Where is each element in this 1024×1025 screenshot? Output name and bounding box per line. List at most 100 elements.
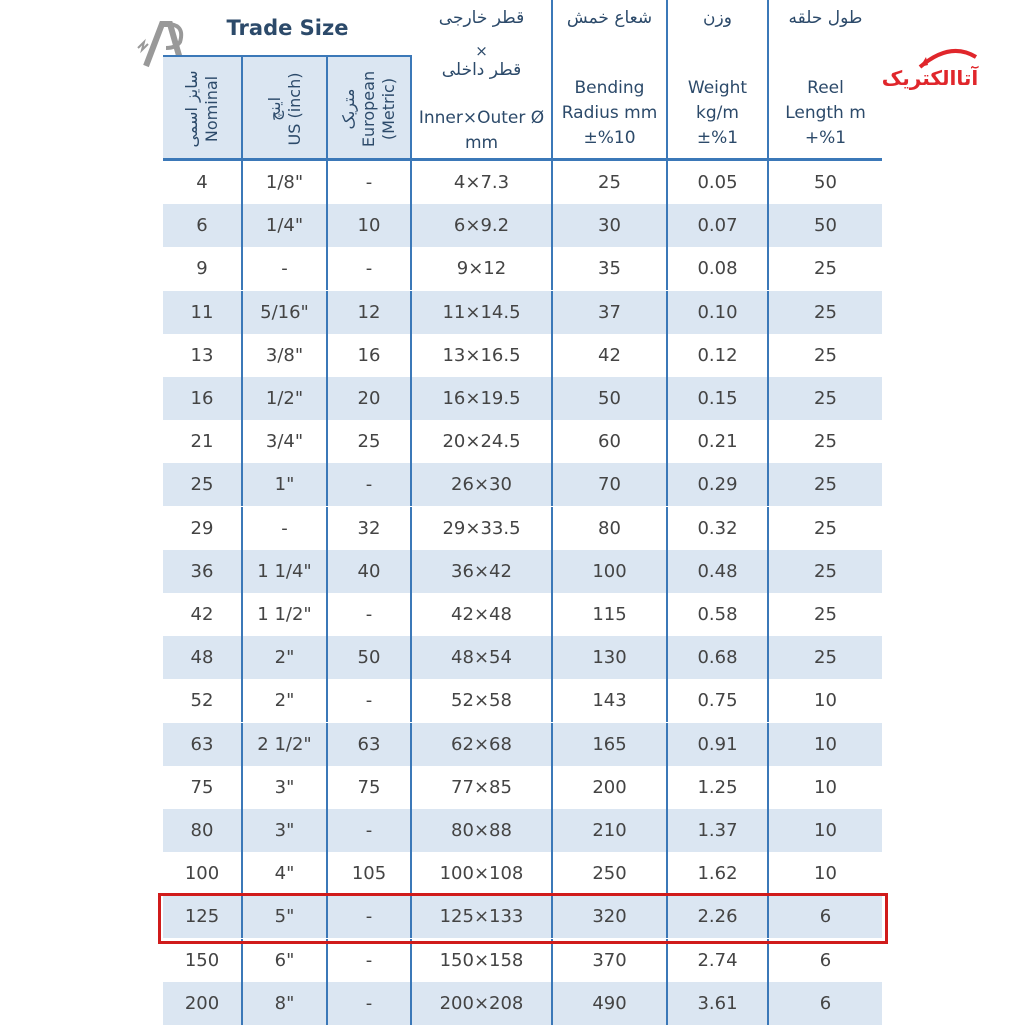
cell-european-size: 50 [328, 636, 412, 680]
cell-european-size: - [328, 809, 412, 852]
cell-reel-length: 10 [814, 863, 837, 885]
cell-reel-length: 10 [814, 733, 837, 755]
reel-unit: Length m [785, 103, 866, 123]
table-row: 25 1" -26×30 70 0.29 25 [163, 463, 882, 507]
cell-weight: 0.21 [668, 420, 769, 464]
header-divider [163, 158, 882, 161]
cell-reel-length: 25 [814, 431, 837, 453]
cell-nominal: 52 [163, 679, 243, 723]
cell-bending-radius: 35 [553, 247, 668, 291]
cell-reel-length: 6 [819, 949, 832, 971]
cell-us-size: 3/8" [243, 333, 328, 377]
bending-en: Bending [574, 78, 645, 98]
european-en: European [359, 70, 378, 147]
us-en: US (inch) [284, 72, 304, 145]
table-row: 75 3" 75 77×85 200 1.25 10 [163, 765, 882, 809]
cell-bending-radius: 200 [553, 765, 668, 809]
cell-inner-outer: 80×88 [412, 809, 553, 852]
cell-reel-length: 25 [814, 604, 837, 625]
nominal-en: Nominal [202, 75, 221, 142]
cell-inner-outer: 200×208 [412, 981, 553, 1025]
cell-us-size: 3/4" [243, 420, 328, 464]
cell-european-size: - [328, 895, 412, 939]
cell-bending-radius: 490 [553, 981, 668, 1025]
cell-european-size: - [328, 161, 412, 204]
diameter-en: Inner×Outer Ø [418, 108, 545, 128]
cell-european-size: 32 [328, 506, 412, 550]
cell-bending-radius: 25 [553, 161, 668, 204]
cell-weight: 0.05 [668, 161, 769, 204]
cell-nominal: 150 [163, 938, 243, 982]
cell-inner-outer: 150×158 [412, 938, 553, 982]
cell-bending-radius: 80 [553, 506, 668, 550]
cell-weight: 0.75 [668, 679, 769, 723]
times-sign: × [475, 42, 488, 60]
cell-us-size: 1/2" [243, 377, 328, 420]
table-row: 150 6" -150×158 370 2.74 6 [163, 938, 882, 982]
cell-reel-length: 25 [814, 301, 837, 323]
diameter-unit: mm [464, 133, 499, 153]
reel-header: طول حلقه Reel Length m +%1 [769, 0, 882, 160]
cell-european-size: - [328, 981, 412, 1025]
cell-reel-length: 10 [814, 690, 837, 712]
cell-us-size: 4" [243, 852, 328, 896]
logo-text: آتاالکتریک [882, 65, 980, 90]
table-row: 16 1/2" 20 16×19.5 50 0.15 25 [163, 377, 882, 420]
cell-european-size: 63 [328, 722, 412, 766]
cell-bending-radius: 143 [553, 679, 668, 723]
cell-us-size: 3" [243, 765, 328, 809]
weight-tolerance: ±%1 [696, 128, 739, 148]
diameter-fa-outer: قطر خارجی [438, 8, 525, 28]
cell-reel-length: 50 [814, 172, 837, 193]
cell-nominal: 29 [163, 506, 243, 550]
us-fa: اینچ [264, 96, 284, 121]
brand-logo-a [137, 21, 185, 68]
cell-nominal: 48 [163, 636, 243, 680]
cell-european-size: - [328, 593, 412, 636]
cell-inner-outer: 26×30 [412, 463, 553, 507]
table-row: 29-32 29×33.5 80 0.32 25 [163, 506, 882, 550]
cell-inner-outer: 6×9.2 [412, 204, 553, 248]
cell-inner-outer: 20×24.5 [412, 420, 553, 464]
weight-fa: وزن [703, 8, 732, 28]
table-row: 11 5/16" 12 11×14.5 37 0.10 25 [163, 290, 882, 334]
brand-logo-ata-electric: آتاالکتریک [882, 49, 980, 90]
cell-european-size: - [328, 463, 412, 507]
cell-nominal: 200 [163, 981, 243, 1025]
cell-nominal: 63 [163, 722, 243, 766]
cell-bending-radius: 42 [553, 333, 668, 377]
table-row: 100 4" 105 100×108 250 1.62 10 [163, 852, 882, 896]
diameter-fa-inner: قطر داخلی [441, 60, 522, 80]
cell-us-size: 1/8" [243, 161, 328, 204]
cell-european-size: 10 [328, 204, 412, 248]
cell-weight: 0.68 [668, 636, 769, 680]
table-row: 13 3/8" 16 13×16.5 42 0.12 25 [163, 333, 882, 377]
cell-nominal: 13 [163, 333, 243, 377]
cell-bending-radius: 165 [553, 722, 668, 766]
cell-weight: 0.91 [668, 722, 769, 766]
diameter-header: قطر خارجی × قطر داخلی Inner×Outer Ø mm [412, 0, 553, 160]
cell-european-size: 25 [328, 420, 412, 464]
european-fa: متریک [339, 88, 358, 129]
cell-inner-outer: 16×19.5 [412, 377, 553, 420]
cell-inner-outer: 42×48 [412, 593, 553, 636]
cell-european-size: 20 [328, 377, 412, 420]
cell-reel-length: 25 [814, 560, 837, 582]
cell-nominal: 4 [163, 161, 243, 204]
cell-weight: 0.48 [668, 549, 769, 593]
cell-weight: 0.29 [668, 463, 769, 507]
cell-bending-radius: 60 [553, 420, 668, 464]
cell-weight: 0.08 [668, 247, 769, 291]
cell-bending-radius: 100 [553, 549, 668, 593]
cell-us-size: - [243, 506, 328, 550]
weight-en: Weight [687, 78, 748, 98]
reel-en: Reel [807, 78, 844, 98]
cell-european-size: 12 [328, 290, 412, 334]
cell-bending-radius: 250 [553, 852, 668, 896]
cell-nominal: 11 [163, 290, 243, 334]
cell-weight: 1.25 [668, 765, 769, 809]
european-metric: (Metric) [379, 77, 398, 140]
cell-inner-outer: 100×108 [412, 852, 553, 896]
cell-weight: 0.10 [668, 290, 769, 334]
cell-reel-length: 10 [814, 776, 837, 798]
